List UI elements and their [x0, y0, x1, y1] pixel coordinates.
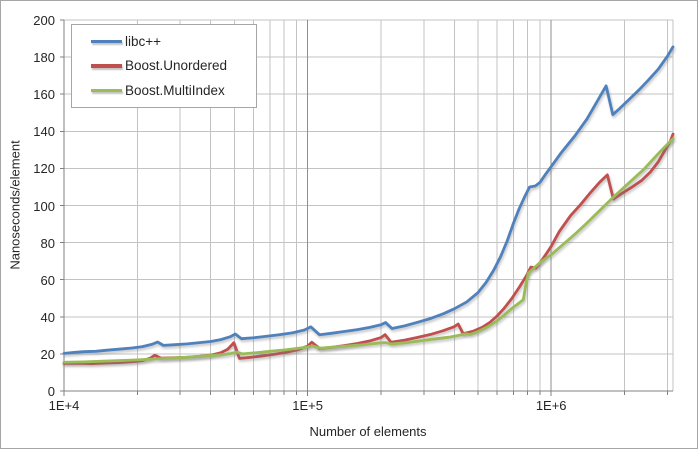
- y-tick-label: 100: [33, 198, 55, 214]
- legend-label: Boost.Unordered: [125, 58, 228, 74]
- y-tick-label: 60: [40, 272, 55, 288]
- x-tick-label: 1E+4: [48, 398, 80, 413]
- legend-swatch-boost-multiindex: [91, 88, 122, 93]
- y-tick-label: 200: [33, 13, 55, 28]
- y-tick-label: 160: [33, 87, 55, 103]
- legend-swatch-boost-unordered: [91, 64, 122, 68]
- x-axis-title: Number of elements: [309, 424, 427, 439]
- series-line-boost-multiindex: [62, 137, 675, 364]
- y-tick-label: 180: [33, 50, 55, 66]
- y-tick-label: 40: [40, 309, 55, 325]
- y-axis-title: Nanoseconds/element: [7, 140, 23, 270]
- legend-item: Boost.MultiIndex: [72, 82, 256, 99]
- y-tick-label: 0: [47, 384, 55, 399]
- x-tick-label: 1E+5: [292, 398, 323, 413]
- x-tick-label: 1E+6: [535, 398, 567, 413]
- legend-item: libc++: [72, 33, 256, 50]
- y-tick-label: 120: [33, 161, 55, 177]
- legend-item: Boost.Unordered: [72, 57, 256, 74]
- legend-swatch-libcpp: [91, 39, 122, 44]
- y-tick-label: 140: [33, 124, 55, 140]
- y-tick-label: 80: [40, 235, 55, 251]
- legend: libc++ Boost.Unordered Boost.MultiIndex: [71, 24, 257, 108]
- series-line-libc: [62, 45, 675, 355]
- y-tick-label: 20: [40, 346, 55, 362]
- legend-label: Boost.MultiIndex: [125, 83, 225, 99]
- legend-label: libc++: [125, 33, 162, 49]
